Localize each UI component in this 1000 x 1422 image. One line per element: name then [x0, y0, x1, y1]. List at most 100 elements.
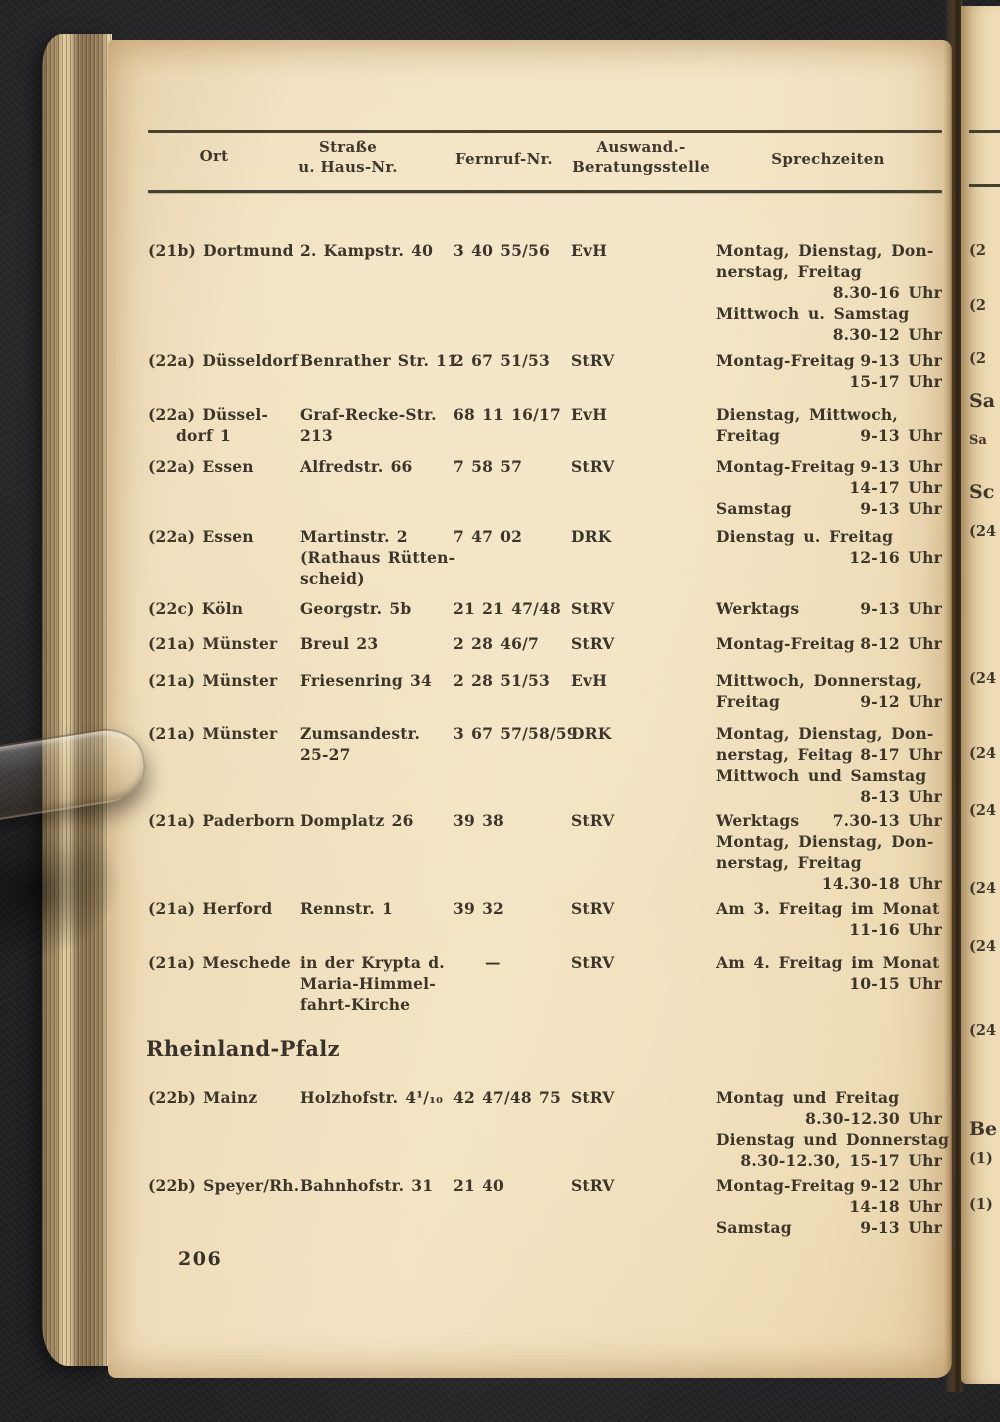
cell-strasse: 2. Kampstr. 40 — [300, 240, 452, 261]
sprechzeiten-line: Freitag 9-13 Uhr — [716, 425, 942, 446]
sprechzeiten-days: Mittwoch, Donnerstag, — [716, 671, 923, 690]
sprechzeiten-days: Montag-Freitag — [716, 634, 855, 653]
sprechzeiten-days: Montag, Dienstag, Don- — [716, 832, 934, 851]
sprechzeiten-line: Montag-Freitag 9-13 Uhr — [716, 350, 942, 371]
sprechzeiten-hours: 15-17 Uhr — [849, 372, 942, 391]
facing-page-text-fragment: (2 — [969, 350, 986, 367]
sprechzeiten-days: Freitag — [716, 692, 781, 711]
cell-strasse: Friesenring 34 — [300, 670, 452, 691]
cell-beratungsstelle: StRV — [571, 899, 615, 918]
text-line: Bahnhofstr. 31 — [300, 1176, 434, 1195]
sprechzeiten-line: Mittwoch und Samstag — [716, 765, 942, 786]
cell-sprechzeiten: Montag, Dienstag, Don-nerstag, Freitag 8.… — [716, 240, 942, 345]
text-line: (22b) Mainz — [148, 1088, 258, 1107]
cell-beratungsstelle: StRV — [571, 351, 615, 370]
cell-sprechzeiten: Dienstag u. Freitag 12-16 Uhr — [716, 526, 942, 568]
text-line: Alfredstr. 66 — [300, 457, 413, 476]
sprechzeiten-line: Dienstag, Mittwoch, — [716, 404, 942, 425]
cell-sprechzeiten: Am 4. Freitag im Monat 10-15 Uhr — [716, 952, 942, 994]
sprechzeiten-hours: 9-12 Uhr — [860, 692, 942, 711]
text-line: Benrather Str. 11 — [300, 351, 459, 370]
cell-fernruf: 3 67 57/58/59 — [453, 724, 578, 743]
cell-beratungsstelle: EvH — [571, 671, 608, 690]
text-line: (21a) Münster — [148, 671, 278, 690]
facing-page-text-fragment: Sa — [969, 433, 987, 448]
text-line: Breul 23 — [300, 634, 379, 653]
sprechzeiten-line: Samstag 9-13 Uhr — [716, 1217, 942, 1238]
sprechzeiten-line: Montag-Freitag 8-12 Uhr — [716, 633, 942, 654]
text-line: (Rathaus Rütten- — [300, 548, 456, 567]
sprechzeiten-line: Montag-Freitag 9-12 Uhr — [716, 1175, 942, 1196]
cell-strasse: Georgstr. 5b — [300, 598, 452, 619]
cell-strasse: Bahnhofstr. 31 — [300, 1175, 452, 1196]
sprechzeiten-line: Mittwoch u. Samstag — [716, 303, 942, 324]
col-header-sprechzeiten: Sprechzeiten — [771, 150, 885, 168]
cell-ort: (21a) Meschede — [148, 952, 300, 973]
facing-page-text-fragment: (24 — [969, 938, 997, 955]
text-line: (21b) Dortmund — [148, 241, 294, 260]
sprechzeiten-line: Dienstag und Donnerstag — [716, 1129, 949, 1150]
sprechzeiten-line: 8.30-16 Uhr — [716, 282, 942, 303]
cell-ort: (21a) Münster — [148, 723, 300, 744]
cell-fernruf: 2 28 51/53 — [453, 671, 550, 690]
sprechzeiten-days: Werktags — [716, 811, 800, 830]
cell-fernruf: 21 21 47/48 — [453, 599, 561, 618]
sprechzeiten-hours: 8-17 Uhr — [860, 745, 942, 764]
cell-sprechzeiten: Montag-Freitag 9-13 Uhr 14-17 Uhr Samstag 9-… — [716, 456, 942, 519]
text-line: Zumsandestr. — [300, 724, 421, 743]
sprechzeiten-line: Montag, Dienstag, Don- — [716, 240, 942, 261]
sprechzeiten-line: Montag und Freitag — [716, 1087, 942, 1108]
sprechzeiten-hours: 9-13 Uhr — [860, 426, 942, 445]
facing-page-text-fragment: (24 — [969, 802, 997, 819]
sprechzeiten-hours: 8.30-12.30 Uhr — [805, 1109, 942, 1128]
cell-fernruf: 2 28 46/7 — [453, 634, 539, 653]
sprechzeiten-days: Montag und Freitag — [716, 1088, 900, 1107]
sprechzeiten-line: nerstag, Feitag 8-17 Uhr — [716, 744, 942, 765]
cell-beratungsstelle: StRV — [571, 953, 615, 972]
cell-ort: (22a) Düssel-dorf 1 — [148, 404, 300, 446]
cell-fernruf: — — [485, 953, 501, 972]
text-line: in der Krypta d. — [300, 953, 445, 972]
sprechzeiten-days: Dienstag und Donnerstag — [716, 1130, 950, 1149]
col-header-ort: Ort — [199, 147, 229, 165]
cell-sprechzeiten: Montag-Freitag 8-12 Uhr — [716, 633, 942, 654]
sprechzeiten-line: 14-17 Uhr — [716, 477, 942, 498]
cell-beratungsstelle: DRK — [571, 724, 612, 743]
cell-ort: (22a) Düsseldorf — [148, 350, 300, 371]
text-line: scheid) — [300, 569, 365, 588]
cell-fernruf: 39 38 — [453, 811, 505, 830]
facing-page-text-fragment: Sc — [969, 481, 995, 503]
sprechzeiten-hours: 8.30-12.30, 15-17 Uhr — [740, 1151, 942, 1170]
sprechzeiten-line: nerstag, Freitag — [716, 261, 942, 282]
text-line: (21a) Münster — [148, 634, 278, 653]
sprechzeiten-days: nerstag, Feitag — [716, 745, 853, 764]
sprechzeiten-hours: 8.30-12 Uhr — [832, 325, 942, 344]
cell-strasse: Alfredstr. 66 — [300, 456, 452, 477]
text-line: (21a) Münster — [148, 724, 278, 743]
col-header-fernruf: Fernruf-Nr. — [455, 150, 553, 168]
sprechzeiten-line: 15-17 Uhr — [716, 371, 942, 392]
sprechzeiten-line: Werktags 7.30-13 Uhr — [716, 810, 942, 831]
facing-page-text-fragment: (24 — [969, 670, 997, 687]
text-line: 213 — [300, 426, 333, 445]
text-line: 2. Kampstr. 40 — [300, 241, 434, 260]
text-line: (22a) Düsseldorf — [148, 351, 299, 370]
cell-ort: (21b) Dortmund — [148, 240, 300, 261]
sprechzeiten-hours: 9-12 Uhr — [860, 1176, 942, 1195]
cell-beratungsstelle: DRK — [571, 527, 612, 546]
sprechzeiten-days: Mittwoch und Samstag — [716, 766, 927, 785]
cell-beratungsstelle: StRV — [571, 1088, 615, 1107]
sprechzeiten-days: Werktags — [716, 599, 800, 618]
text-line: (22a) Essen — [148, 527, 254, 546]
cell-strasse: Rennstr. 1 — [300, 898, 452, 919]
sprechzeiten-days: Dienstag, Mittwoch, — [716, 405, 898, 424]
facing-page-text-fragment: (24 — [969, 745, 997, 762]
sprechzeiten-hours: 8.30-16 Uhr — [832, 283, 942, 302]
sprechzeiten-days: nerstag, Freitag — [716, 853, 862, 872]
sprechzeiten-hours: 14-17 Uhr — [849, 478, 942, 497]
facing-page-text-fragment: (2 — [969, 242, 986, 259]
cell-fernruf: 3 40 55/56 — [453, 241, 550, 260]
sprechzeiten-line: Mittwoch, Donnerstag, — [716, 670, 942, 691]
facing-page-rule-bottom — [969, 184, 1000, 187]
